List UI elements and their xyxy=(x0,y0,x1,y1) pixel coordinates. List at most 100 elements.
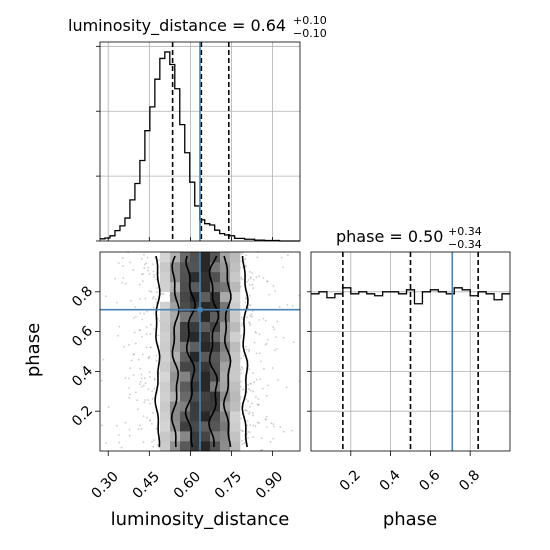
scatter-point xyxy=(255,352,258,355)
scatter-point xyxy=(278,305,281,308)
density-cell xyxy=(210,361,221,372)
histogram-phase xyxy=(310,251,511,452)
scatter-point xyxy=(248,388,250,391)
scatter-point xyxy=(155,354,158,357)
scatter-point xyxy=(247,437,250,439)
scatter-point xyxy=(143,401,146,404)
scatter-point xyxy=(124,282,127,285)
scatter-point xyxy=(264,319,267,322)
scatter-point xyxy=(240,429,243,432)
scatter-point xyxy=(271,367,274,369)
scatter-point xyxy=(130,359,133,362)
scatter-point xyxy=(249,389,252,392)
scatter-point xyxy=(249,424,252,426)
contour-inner-right xyxy=(208,255,220,448)
scatter-point xyxy=(147,388,150,391)
contour-mid-right xyxy=(222,255,232,448)
scatter-point xyxy=(128,387,131,389)
scatter-point xyxy=(114,277,117,280)
scatter-point xyxy=(282,430,285,433)
scatter-point xyxy=(243,258,246,261)
scatter-point xyxy=(138,298,141,300)
scatter-point xyxy=(144,377,146,380)
scatter-point xyxy=(247,430,250,433)
scatter-point xyxy=(151,263,154,265)
scatter-point xyxy=(256,421,259,424)
density-cell xyxy=(220,341,231,352)
scatter-point xyxy=(252,412,254,414)
scatter-point xyxy=(132,374,135,377)
scatter-point xyxy=(143,253,145,256)
scatter-point xyxy=(273,328,276,331)
scatter-point xyxy=(144,297,147,300)
density-cell xyxy=(190,271,201,283)
scatter-point xyxy=(138,283,141,286)
density-cell xyxy=(160,341,171,352)
scatter-point xyxy=(128,396,131,399)
density-cell xyxy=(160,381,171,392)
x-tick-label: 0.75 xyxy=(212,469,245,502)
density-cell xyxy=(220,401,231,412)
scatter-point xyxy=(150,422,153,425)
density-cell xyxy=(200,401,211,412)
scatter-point xyxy=(249,324,252,326)
density-cell xyxy=(190,311,201,322)
scatter-point xyxy=(129,261,132,264)
scatter-point xyxy=(153,387,156,390)
density-cell xyxy=(160,252,171,263)
density-cell xyxy=(220,371,231,382)
scatter-point xyxy=(248,431,251,433)
scatter-point xyxy=(148,273,151,275)
scatter-point xyxy=(248,284,251,286)
scatter-point xyxy=(147,399,150,401)
scatter-point xyxy=(136,399,139,402)
scatter-point xyxy=(149,402,151,405)
scatter-point xyxy=(246,424,248,427)
scatter-point xyxy=(244,264,247,267)
density-cell xyxy=(190,411,201,422)
scatter-point xyxy=(252,424,255,427)
density-cell xyxy=(230,391,241,402)
x-tick-label: 0.30 xyxy=(89,469,122,502)
scatter-point xyxy=(241,322,244,325)
scatter-point xyxy=(242,354,245,357)
density-cell xyxy=(220,361,231,372)
scatter-point xyxy=(256,403,259,406)
density-cell xyxy=(170,421,181,432)
scatter-point xyxy=(249,406,251,408)
scatter-point xyxy=(240,253,243,256)
density-cell xyxy=(200,421,211,432)
density-cell xyxy=(170,261,181,273)
scatter-point xyxy=(240,316,243,319)
scatter-point xyxy=(248,321,250,324)
scatter-point xyxy=(277,379,279,381)
scatter-point xyxy=(262,277,265,279)
scatter-point xyxy=(152,412,154,414)
scatter-point xyxy=(141,280,144,282)
svg-text:−0.34: −0.34 xyxy=(448,238,482,251)
scatter-point xyxy=(129,367,132,370)
scatter-point xyxy=(130,299,132,302)
scatter-point xyxy=(152,297,154,300)
scatter-point xyxy=(101,424,103,427)
density-cell xyxy=(210,381,221,392)
scatter-point xyxy=(265,415,268,418)
scatter-point xyxy=(117,334,119,337)
scatter-point xyxy=(142,384,145,387)
density-cell xyxy=(230,441,241,452)
density-cell xyxy=(210,371,221,382)
scatter-point xyxy=(266,426,268,428)
histogram-step-line xyxy=(100,51,300,242)
x-tick-label: 0.90 xyxy=(253,469,286,502)
density-cell xyxy=(220,381,231,392)
density-cell xyxy=(200,371,211,382)
density-cell xyxy=(170,361,181,372)
density-cell xyxy=(160,391,171,402)
density-cell xyxy=(180,361,191,372)
density-cell xyxy=(160,401,171,412)
scatter-point xyxy=(133,331,136,334)
scatter-point xyxy=(246,316,248,319)
scatter-point xyxy=(247,400,250,402)
scatter-point xyxy=(245,254,248,257)
scatter-point xyxy=(273,349,276,352)
